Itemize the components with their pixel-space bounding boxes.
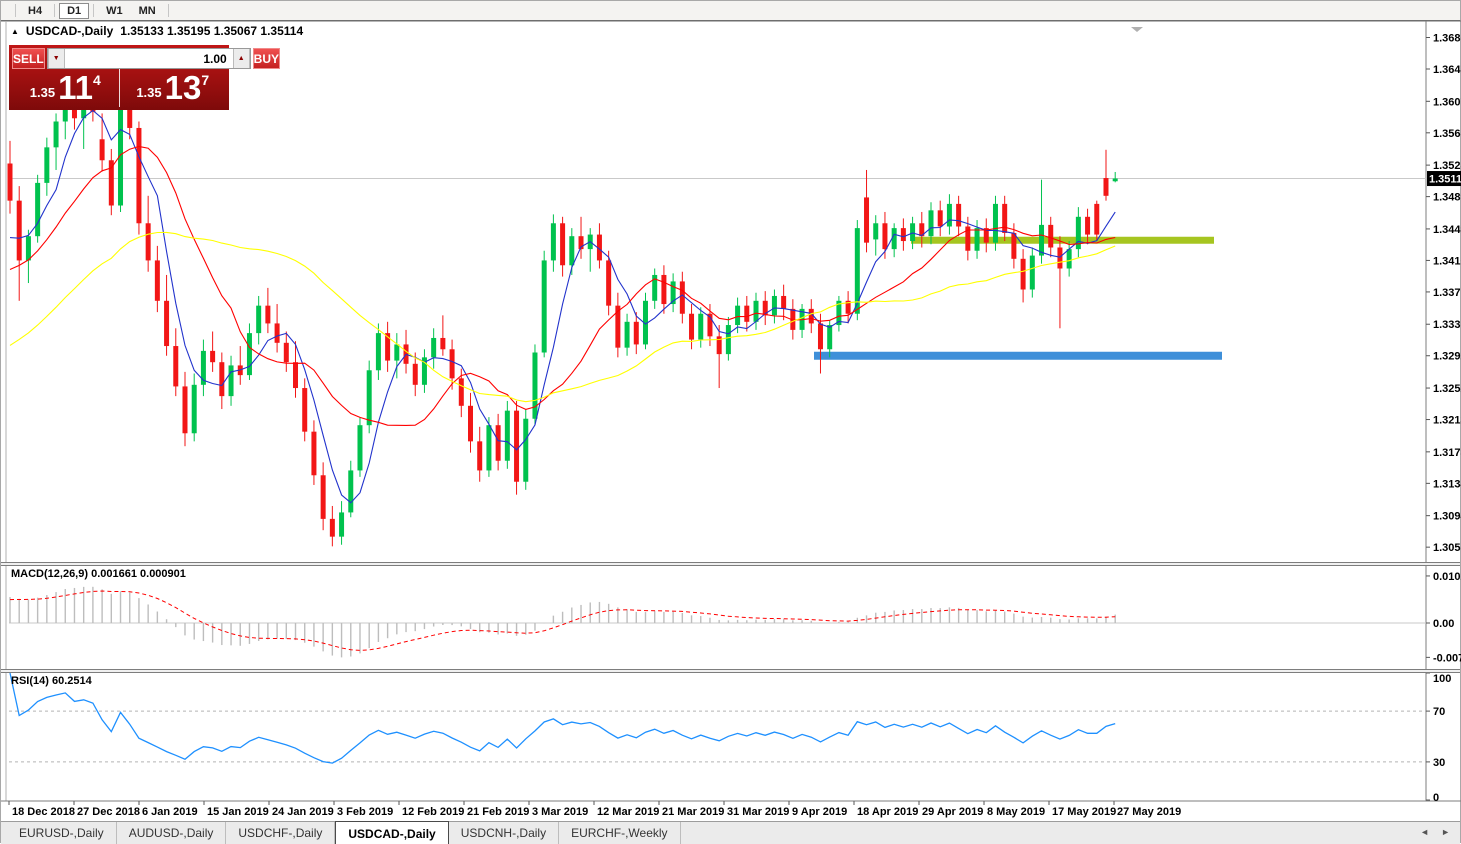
volume-spinner: ▼ ▲ bbox=[46, 48, 251, 69]
svg-text:1.32920: 1.32920 bbox=[1433, 351, 1461, 363]
chart-tab-eurchf-weekly[interactable]: EURCHF-,Weekly bbox=[559, 822, 681, 844]
svg-text:1.34100: 1.34100 bbox=[1433, 255, 1461, 267]
buy-price-prefix: 1.35 bbox=[136, 85, 162, 100]
timeframe-button-d1[interactable]: D1 bbox=[59, 2, 90, 19]
svg-text:21 Feb 2019: 21 Feb 2019 bbox=[467, 806, 529, 818]
sell-price-prefix: 1.35 bbox=[29, 85, 56, 100]
buy-price-pip: 7 bbox=[201, 72, 210, 88]
rsi-line bbox=[9, 672, 1116, 764]
chart-tab-usdchf-daily[interactable]: USDCHF-,Daily bbox=[226, 822, 336, 844]
sell-price-display[interactable]: 1.35 11 4 bbox=[12, 69, 120, 107]
volume-decrease-icon[interactable]: ▼ bbox=[47, 49, 65, 68]
chart-title-row: ▲ USDCAD-,Daily 1.35133 1.35195 1.35067 … bbox=[11, 24, 303, 38]
svg-text:1.31730: 1.31730 bbox=[1433, 447, 1461, 459]
rsi-panel-splitter[interactable] bbox=[1, 669, 1460, 673]
timeframe-button-h4[interactable]: H4 bbox=[28, 4, 43, 17]
svg-text:1.32130: 1.32130 bbox=[1433, 415, 1461, 427]
svg-text:17 May 2019: 17 May 2019 bbox=[1052, 806, 1116, 818]
toolbar-separator bbox=[93, 4, 95, 17]
svg-text:9 Apr 2019: 9 Apr 2019 bbox=[792, 806, 847, 818]
macd-panel-splitter[interactable] bbox=[1, 562, 1460, 566]
timeframe-button-mn[interactable]: MN bbox=[138, 4, 156, 17]
svg-text:15 Jan 2019: 15 Jan 2019 bbox=[207, 806, 269, 818]
buy-button[interactable]: BUY bbox=[252, 48, 281, 69]
svg-text:0: 0 bbox=[1433, 792, 1439, 804]
svg-text:1.34490: 1.34490 bbox=[1433, 224, 1461, 236]
svg-text:1.36860: 1.36860 bbox=[1433, 33, 1461, 45]
timeframe-button-w1[interactable]: W1 bbox=[106, 4, 123, 17]
svg-text:21 Mar 2019: 21 Mar 2019 bbox=[662, 806, 724, 818]
macd-histogram bbox=[9, 586, 1116, 658]
svg-text:-0.00747: -0.00747 bbox=[1433, 652, 1461, 664]
chart-tab-eurusd-daily[interactable]: EURUSD-,Daily bbox=[7, 822, 117, 844]
chart-tab-usdcad-daily[interactable]: USDCAD-,Daily bbox=[335, 821, 449, 844]
buy-price-display[interactable]: 1.35 13 7 bbox=[120, 69, 227, 107]
svg-text:1.33310: 1.33310 bbox=[1433, 319, 1461, 331]
sell-price-pip: 4 bbox=[92, 72, 101, 88]
svg-text:6 Jan 2019: 6 Jan 2019 bbox=[142, 806, 198, 818]
svg-text:18 Dec 2018: 18 Dec 2018 bbox=[12, 806, 75, 818]
buy-price-main: 13 bbox=[164, 69, 202, 107]
volume-increase-icon[interactable]: ▲ bbox=[232, 49, 250, 68]
chart-shift-marker-icon bbox=[1131, 27, 1143, 32]
macd-indicator-label: MACD(12,26,9) 0.001661 0.000901 bbox=[11, 568, 186, 580]
sell-button[interactable]: SELL bbox=[12, 48, 45, 69]
macd-signal-line bbox=[9, 590, 1116, 651]
svg-text:0.00: 0.00 bbox=[1433, 618, 1454, 630]
svg-text:1.35280: 1.35280 bbox=[1433, 160, 1461, 172]
chart-ohlc-values: 1.35133 1.35195 1.35067 1.35114 bbox=[120, 24, 304, 38]
rsi-indicator-label: RSI(14) 60.2514 bbox=[11, 675, 92, 687]
volume-input[interactable] bbox=[64, 49, 233, 68]
svg-text:1.31340: 1.31340 bbox=[1433, 478, 1461, 490]
horizontal-lines bbox=[814, 236, 1222, 360]
svg-text:12 Feb 2019: 12 Feb 2019 bbox=[402, 806, 464, 818]
ma-mid bbox=[9, 145, 1116, 426]
svg-text:29 Apr 2019: 29 Apr 2019 bbox=[922, 806, 983, 818]
ma-slow bbox=[9, 231, 1116, 403]
chart-tab-audusd-daily[interactable]: AUDUSD-,Daily bbox=[117, 822, 227, 844]
svg-text:3 Mar 2019: 3 Mar 2019 bbox=[532, 806, 588, 818]
price-axis: 1.36860 1.36470 1.36070 1.35680 1.35280 1.348… bbox=[1426, 33, 1461, 804]
svg-text:3 Feb 2019: 3 Feb 2019 bbox=[337, 806, 393, 818]
svg-text:12 Mar 2019: 12 Mar 2019 bbox=[597, 806, 659, 818]
svg-text:8 May 2019: 8 May 2019 bbox=[987, 806, 1045, 818]
svg-text:1.33710: 1.33710 bbox=[1433, 287, 1461, 299]
timeframe-toolbar: H4 D1 W1 MN bbox=[1, 1, 1460, 21]
svg-text:70: 70 bbox=[1433, 706, 1445, 718]
sell-price-main: 11 bbox=[58, 69, 93, 107]
svg-text:27 May 2019: 27 May 2019 bbox=[1117, 806, 1181, 818]
svg-text:0.010229: 0.010229 bbox=[1433, 571, 1461, 583]
svg-text:30: 30 bbox=[1433, 757, 1445, 769]
svg-text:1.34890: 1.34890 bbox=[1433, 192, 1461, 204]
svg-text:1.30550: 1.30550 bbox=[1433, 542, 1461, 554]
svg-text:18 Apr 2019: 18 Apr 2019 bbox=[857, 806, 918, 818]
tab-scroll-left-icon[interactable]: ◄ bbox=[1420, 827, 1430, 837]
toolbar-separator bbox=[54, 4, 56, 17]
chart-symbol-title: USDCAD-,Daily bbox=[25, 24, 114, 38]
svg-text:1.32520: 1.32520 bbox=[1433, 383, 1461, 395]
date-axis: 18 Dec 2018 27 Dec 2018 6 Jan 2019 15 Jan 2… bbox=[8, 801, 1181, 818]
bid-price-badge bbox=[1427, 171, 1461, 187]
svg-text:1.35114: 1.35114 bbox=[1429, 174, 1461, 186]
svg-text:1.36070: 1.36070 bbox=[1433, 96, 1461, 108]
chart-tab-bar: EURUSD-,Daily AUDUSD-,Daily USDCHF-,Daily U… bbox=[1, 821, 1460, 844]
ma-fast bbox=[9, 109, 1116, 504]
candles-layer bbox=[7, 55, 1118, 547]
tab-scroll-right-icon[interactable]: ► bbox=[1441, 827, 1450, 837]
svg-text:1.30940: 1.30940 bbox=[1433, 511, 1461, 523]
svg-text:1.35680: 1.35680 bbox=[1433, 128, 1461, 140]
svg-text:24 Jan 2019: 24 Jan 2019 bbox=[272, 806, 334, 818]
toolbar-separator bbox=[15, 4, 16, 17]
one-click-trading-panel: SELL ▼ ▲ BUY 1.35 11 4 1.35 13 7 bbox=[9, 45, 281, 110]
svg-text:31 Mar 2019: 31 Mar 2019 bbox=[727, 806, 789, 818]
svg-text:100: 100 bbox=[1433, 673, 1451, 685]
chart-tab-usdcnh-daily[interactable]: USDCNH-,Daily bbox=[449, 822, 560, 844]
toolbar-separator bbox=[167, 4, 169, 17]
collapse-panel-icon[interactable]: ▲ bbox=[11, 26, 19, 36]
svg-text:1.36470: 1.36470 bbox=[1433, 64, 1461, 76]
svg-text:27 Dec 2018: 27 Dec 2018 bbox=[77, 806, 140, 818]
